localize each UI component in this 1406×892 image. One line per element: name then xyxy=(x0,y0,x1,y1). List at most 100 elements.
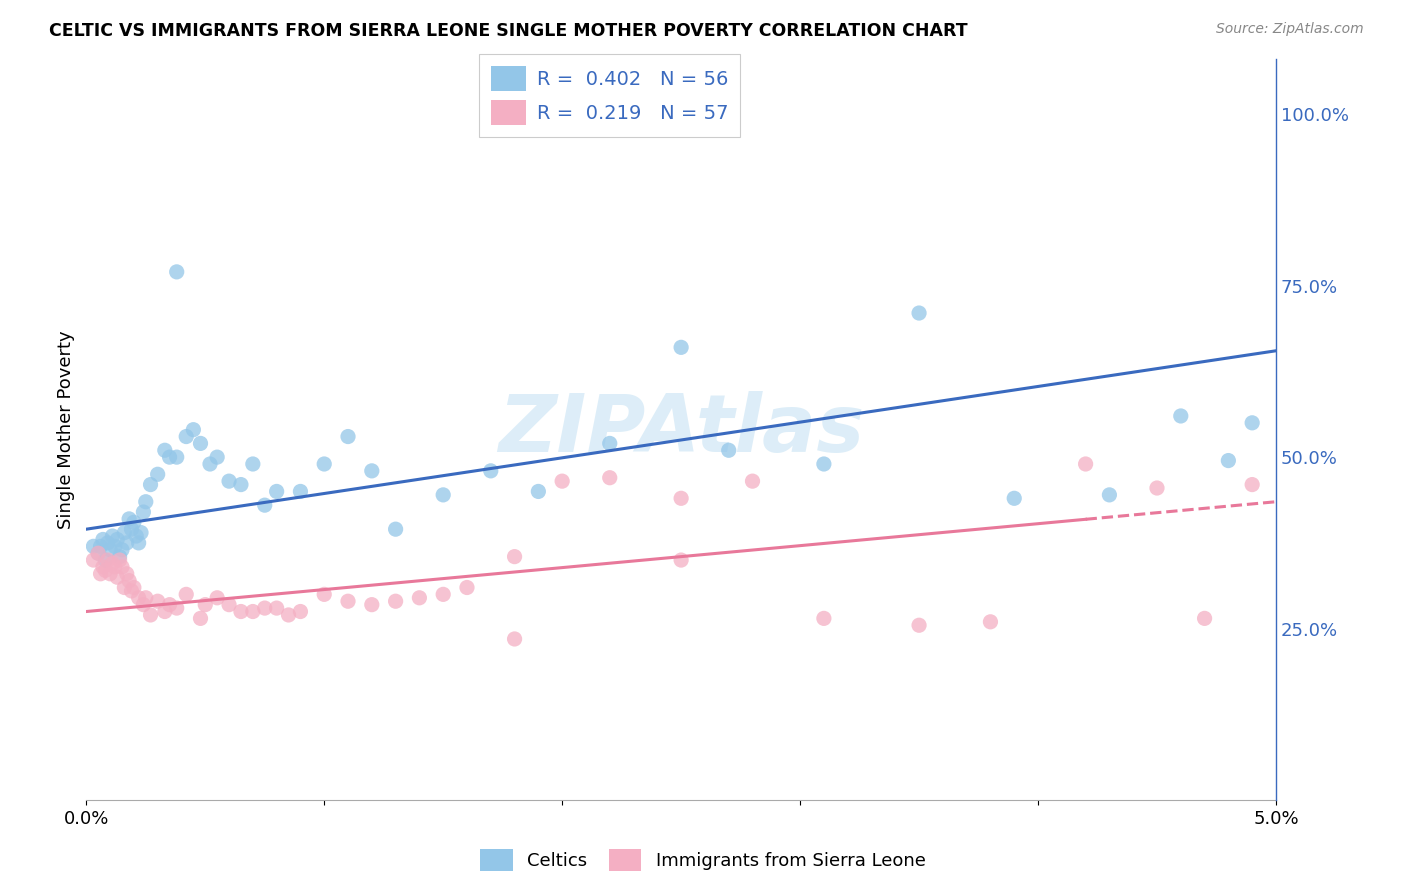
Point xyxy=(479,464,502,478)
Point xyxy=(94,553,117,567)
Point xyxy=(101,557,124,571)
Point xyxy=(205,591,228,605)
Point xyxy=(218,474,240,488)
Point xyxy=(1170,409,1192,423)
Point xyxy=(599,471,621,485)
Point xyxy=(104,560,127,574)
Point xyxy=(122,581,145,595)
Point xyxy=(166,450,188,464)
Point xyxy=(194,598,217,612)
Point xyxy=(669,340,692,354)
Point xyxy=(813,457,835,471)
Point xyxy=(599,436,621,450)
Point xyxy=(87,546,110,560)
Point xyxy=(82,539,104,553)
Point xyxy=(159,598,181,612)
Point xyxy=(135,591,157,605)
Point xyxy=(253,601,276,615)
Point xyxy=(125,529,148,543)
Point xyxy=(1218,453,1240,467)
Point xyxy=(527,484,550,499)
Point xyxy=(669,553,692,567)
Point xyxy=(384,522,406,536)
Point xyxy=(242,605,264,619)
Point xyxy=(174,587,197,601)
Point xyxy=(153,605,176,619)
Point xyxy=(115,536,138,550)
Point xyxy=(105,570,128,584)
Point xyxy=(432,488,454,502)
Point xyxy=(266,484,288,499)
Point xyxy=(432,587,454,601)
Point xyxy=(87,546,110,560)
Point xyxy=(218,598,240,612)
Point xyxy=(129,525,152,540)
Point xyxy=(277,607,299,622)
Point xyxy=(314,457,336,471)
Point xyxy=(717,443,740,458)
Point xyxy=(139,607,162,622)
Point xyxy=(91,560,114,574)
Legend: R =  0.402   N = 56, R =  0.219   N = 57: R = 0.402 N = 56, R = 0.219 N = 57 xyxy=(479,54,741,137)
Point xyxy=(503,632,526,646)
Point xyxy=(128,591,150,605)
Point xyxy=(159,450,181,464)
Point xyxy=(128,536,150,550)
Point xyxy=(190,611,212,625)
Point xyxy=(290,484,312,499)
Point xyxy=(1241,416,1264,430)
Point xyxy=(1241,477,1264,491)
Point xyxy=(146,467,169,482)
Point xyxy=(111,542,134,557)
Point xyxy=(112,525,135,540)
Point xyxy=(115,566,138,581)
Point xyxy=(503,549,526,564)
Point xyxy=(290,605,312,619)
Point xyxy=(229,477,252,491)
Point xyxy=(408,591,430,605)
Point xyxy=(108,549,131,564)
Text: CELTIC VS IMMIGRANTS FROM SIERRA LEONE SINGLE MOTHER POVERTY CORRELATION CHART: CELTIC VS IMMIGRANTS FROM SIERRA LEONE S… xyxy=(49,22,967,40)
Point xyxy=(105,533,128,547)
Legend: Celtics, Immigrants from Sierra Leone: Celtics, Immigrants from Sierra Leone xyxy=(472,842,934,879)
Point xyxy=(174,429,197,443)
Point xyxy=(183,423,205,437)
Point xyxy=(97,536,120,550)
Point xyxy=(94,563,117,577)
Point xyxy=(153,443,176,458)
Point xyxy=(1194,611,1216,625)
Point xyxy=(908,618,931,632)
Point xyxy=(1098,488,1121,502)
Point xyxy=(551,474,574,488)
Point xyxy=(266,601,288,615)
Point xyxy=(253,498,276,512)
Point xyxy=(1074,457,1097,471)
Point xyxy=(118,574,141,588)
Point xyxy=(97,553,120,567)
Point xyxy=(98,542,121,557)
Point xyxy=(190,436,212,450)
Text: Source: ZipAtlas.com: Source: ZipAtlas.com xyxy=(1216,22,1364,37)
Point xyxy=(360,598,382,612)
Point xyxy=(1146,481,1168,495)
Point xyxy=(337,429,360,443)
Point xyxy=(132,598,155,612)
Point xyxy=(205,450,228,464)
Point xyxy=(104,539,127,553)
Point xyxy=(111,560,134,574)
Point xyxy=(132,505,155,519)
Point xyxy=(108,553,131,567)
Point xyxy=(139,477,162,491)
Point xyxy=(112,581,135,595)
Point xyxy=(91,533,114,547)
Point xyxy=(813,611,835,625)
Point xyxy=(229,605,252,619)
Point xyxy=(908,306,931,320)
Point xyxy=(166,601,188,615)
Point xyxy=(90,566,112,581)
Point xyxy=(101,529,124,543)
Point xyxy=(198,457,221,471)
Point xyxy=(121,583,143,598)
Point xyxy=(121,522,143,536)
Point xyxy=(314,587,336,601)
